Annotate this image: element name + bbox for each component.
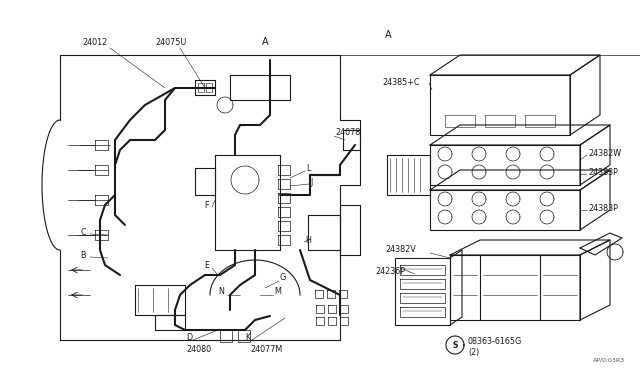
Text: 08363-6165G: 08363-6165G xyxy=(468,337,522,346)
Text: 24383P: 24383P xyxy=(588,167,618,176)
Text: D: D xyxy=(186,334,192,343)
Text: N: N xyxy=(218,288,224,296)
Text: A: A xyxy=(262,37,268,47)
Text: 24383P: 24383P xyxy=(588,203,618,212)
Text: 24080: 24080 xyxy=(186,346,211,355)
Text: 24382V: 24382V xyxy=(385,246,416,254)
Text: C: C xyxy=(80,228,86,237)
Text: 24385+C: 24385+C xyxy=(382,77,419,87)
Text: (2): (2) xyxy=(468,347,479,356)
Text: B: B xyxy=(80,250,86,260)
Text: J: J xyxy=(310,177,312,186)
Text: 24075U: 24075U xyxy=(155,38,186,46)
Text: 24078: 24078 xyxy=(335,128,360,137)
Text: L: L xyxy=(306,164,310,173)
Text: E: E xyxy=(204,260,209,269)
Text: G: G xyxy=(280,273,286,282)
Text: H: H xyxy=(305,235,311,244)
Text: 24012: 24012 xyxy=(82,38,108,46)
Text: K: K xyxy=(245,334,250,343)
Text: F: F xyxy=(204,201,209,209)
Text: S: S xyxy=(452,340,458,350)
Text: 24382W: 24382W xyxy=(588,148,621,157)
Text: AP/0;03R3: AP/0;03R3 xyxy=(593,357,625,362)
Text: 24236P: 24236P xyxy=(375,267,405,276)
Text: A: A xyxy=(385,30,392,40)
Text: M: M xyxy=(274,288,281,296)
Text: 24077M: 24077M xyxy=(250,346,282,355)
